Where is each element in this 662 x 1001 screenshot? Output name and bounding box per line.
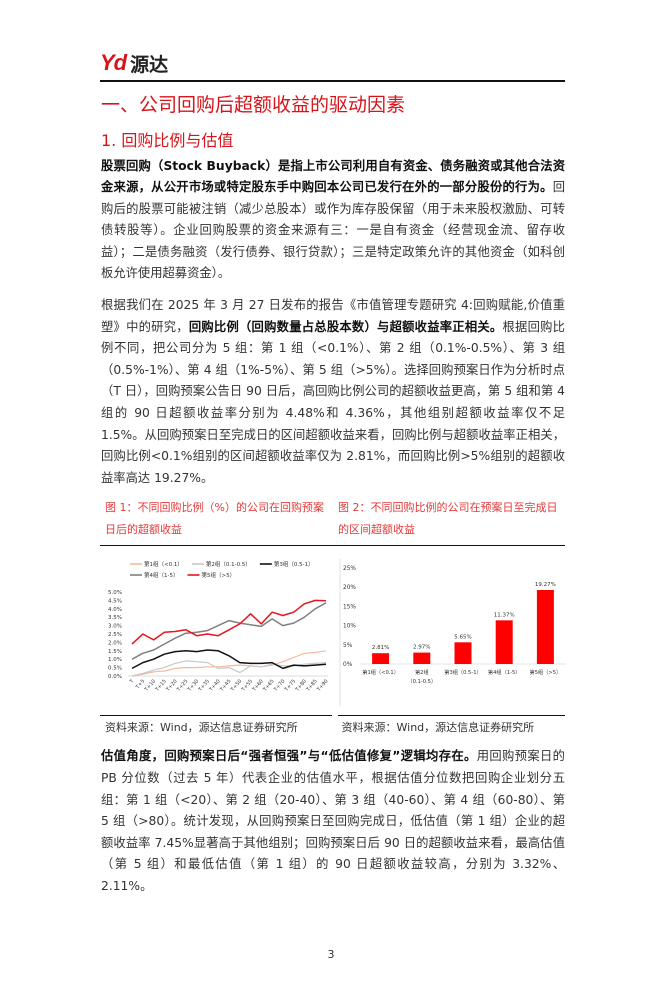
y-tick-label: 0.5% — [108, 666, 122, 672]
bar — [372, 653, 390, 665]
legend-label: 第2组（0.1-0.5） — [206, 560, 251, 568]
section-title: 一、公司回购后超额收益的驱动因素 — [101, 93, 406, 116]
y-tick-label: 5% — [343, 643, 353, 649]
series-line-4 — [131, 602, 327, 661]
body-text: 用回购预案日的 PB 分位数（过去 5 年）代表企业的估值水平，根据估值分位数把… — [101, 749, 565, 893]
legend-label: 第3组（0.5-1） — [274, 560, 314, 568]
x-tick-label: 第5组（>5） — [530, 668, 562, 676]
figure2-source: 资料来源：Wind，源达信息证券研究所 — [341, 721, 535, 735]
y-tick-label: 1.0% — [108, 658, 122, 664]
legend-label: 第4组（1-5） — [144, 571, 178, 579]
x-tick-label: T+50 — [229, 679, 243, 694]
figure1-bottom-divider — [100, 715, 332, 717]
x-tick-label: T+70 — [272, 679, 286, 694]
data-label: 2.81% — [372, 646, 389, 652]
bar-chart: 0% 5% 10% 15% 20% 25% 2.81% 第1组（<0.1） 2.97% 第2组 （0… — [339, 559, 566, 707]
subsection-title: 1. 回购比例与估值 — [101, 130, 234, 150]
x-tick-label-wrap: （0.1-0.5） — [407, 678, 436, 685]
series-line-3 — [131, 649, 327, 670]
x-tick-label: T+80 — [294, 679, 308, 694]
y-tick-label: 25% — [343, 566, 356, 572]
x-tick-label: T — [128, 678, 136, 686]
y-tick-label: 20% — [343, 586, 356, 592]
figure2-chart: 0% 5% 10% 15% 20% 25% 2.81% 第1组（<0.1） 2.97% 第2组 （0… — [338, 554, 568, 709]
y-tick-label: 10% — [343, 624, 356, 630]
line-chart: 第1组（<0.1） 第2组（0.1-0.5） 第3组（0.5-1） 第4组（1-5） 第… — [108, 560, 330, 694]
x-tick-label: T+15 — [154, 679, 168, 694]
x-tick-label: T+90 — [316, 679, 330, 694]
x-tick-label: T+30 — [186, 679, 200, 694]
x-tick-label: T+20 — [165, 679, 179, 694]
legend-label: 第1组（<0.1） — [144, 560, 183, 568]
bar — [495, 620, 513, 665]
data-label: 2.97% — [413, 645, 430, 651]
y-tick-label: 4.5% — [108, 599, 122, 605]
x-tick-label: 第4组（1-5） — [488, 668, 521, 676]
x-tick-label: 第2组 — [415, 668, 429, 676]
bold-lead: 股票回购（Stock Buyback）是指上市公司利用自有资金、债务融资或其他合… — [101, 158, 565, 195]
y-tick-label: 15% — [343, 605, 356, 611]
legend-label: 第5组（>5） — [201, 571, 235, 579]
paragraph-buyback-definition: 股票回购（Stock Buyback）是指上市公司利用自有资金、债务融资或其他合… — [101, 156, 565, 286]
figure-captions: 图 1：不同回购比例（%）的公司在回购预案日后的超额收益 图 2：不同回购比例的… — [100, 497, 565, 541]
figure1-caption: 图 1：不同回购比例（%）的公司在回购预案日后的超额收益 — [105, 501, 324, 537]
data-label: 5.65% — [454, 635, 471, 641]
figure-charts: 第1组（<0.1） 第2组（0.1-0.5） 第3组（0.5-1） 第4组（1-5）第… — [100, 546, 568, 709]
paragraph-valuation: 估值角度，回购预案日后“强者恒强”与“低估值修复”逻辑均存在。用回购预案日的 P… — [101, 746, 565, 897]
x-tick-label: T+10 — [143, 679, 157, 694]
bold-lead: 估值角度，回购预案日后“强者恒强”与“低估值修复”逻辑均存在。 — [101, 749, 477, 764]
logo-text: 源达 — [130, 53, 169, 76]
series-line-2 — [131, 660, 327, 677]
x-tick-label: 第1组（<0.1） — [362, 668, 399, 676]
x-tick-label: T+55 — [240, 679, 254, 694]
data-label: 11.37% — [494, 613, 515, 619]
y-tick-label: 3.5% — [108, 616, 122, 622]
bar — [536, 590, 554, 665]
y-tick-label: 2.5% — [108, 632, 122, 638]
figure-sources: 资料来源：Wind，源达信息证券研究所 资料来源：Wind，源达信息证券研究所 — [100, 716, 565, 736]
x-tick-label: T+45 — [219, 679, 233, 694]
x-tick-label: T+5 — [134, 679, 146, 692]
header-divider — [100, 80, 565, 82]
y-tick-label: 5.0% — [108, 590, 122, 596]
figure1-chart: 第1组（<0.1） 第2组（0.1-0.5） 第3组（0.5-1） 第4组（1-5） 第… — [100, 554, 332, 709]
page-number: 3 — [327, 947, 335, 961]
y-tick-label: 0.0% — [108, 674, 122, 680]
logo: Yd 源达 — [100, 50, 565, 76]
x-tick-label: T+60 — [251, 679, 265, 694]
figure2-caption: 图 2：不同回购比例的公司在预案日至完成日的区间超额收益 — [338, 501, 558, 537]
bar — [413, 653, 431, 665]
bold-lead: 回购比例（回购数量占总股本数）与超额收益率正相关。 — [188, 319, 503, 334]
body-text: 根据回购比例不同，把公司分为 5 组：第 1 组（<0.1%）、第 2 组（0.… — [101, 319, 565, 485]
body-text: 根据我们在 2025 年 3 月 27 日发布的报告《市值管理专题研究 4:回购… — [101, 298, 565, 334]
y-tick-label: 3.0% — [108, 624, 122, 630]
y-tick-label: 0% — [343, 662, 353, 668]
logo-mark: Yd — [100, 50, 127, 75]
y-tick-label: 1.5% — [108, 649, 122, 655]
data-label: 19.27% — [535, 582, 556, 588]
bar — [454, 642, 472, 665]
series-line-5 — [131, 600, 327, 646]
body-text: 回购后的股票可能被注销（减少总股本）或作为库存股保留（用于未来股权激励、可转债转… — [101, 180, 565, 281]
x-tick-label: T+25 — [175, 679, 189, 694]
figure2-bottom-divider — [337, 715, 565, 717]
x-tick-label: T+85 — [305, 679, 319, 694]
x-tick-label: T+75 — [283, 679, 297, 694]
y-tick-label: 4.0% — [108, 607, 122, 613]
x-tick-label: T+35 — [197, 679, 211, 694]
figure-bottom-dividers — [100, 715, 565, 717]
paragraph-buyback-ratio: 根据我们在 2025 年 3 月 27 日发布的报告《市值管理专题研究 4:回购… — [101, 295, 565, 489]
x-tick-label: T+65 — [262, 679, 276, 694]
figure1-source: 资料来源：Wind，源达信息证券研究所 — [105, 721, 298, 735]
series-line-1 — [131, 650, 327, 677]
y-tick-label: 2.0% — [108, 641, 122, 647]
x-tick-label: T+40 — [208, 679, 222, 694]
x-tick-label: 第3组（0.5-1） — [444, 668, 481, 676]
figure-top-divider — [100, 545, 565, 547]
